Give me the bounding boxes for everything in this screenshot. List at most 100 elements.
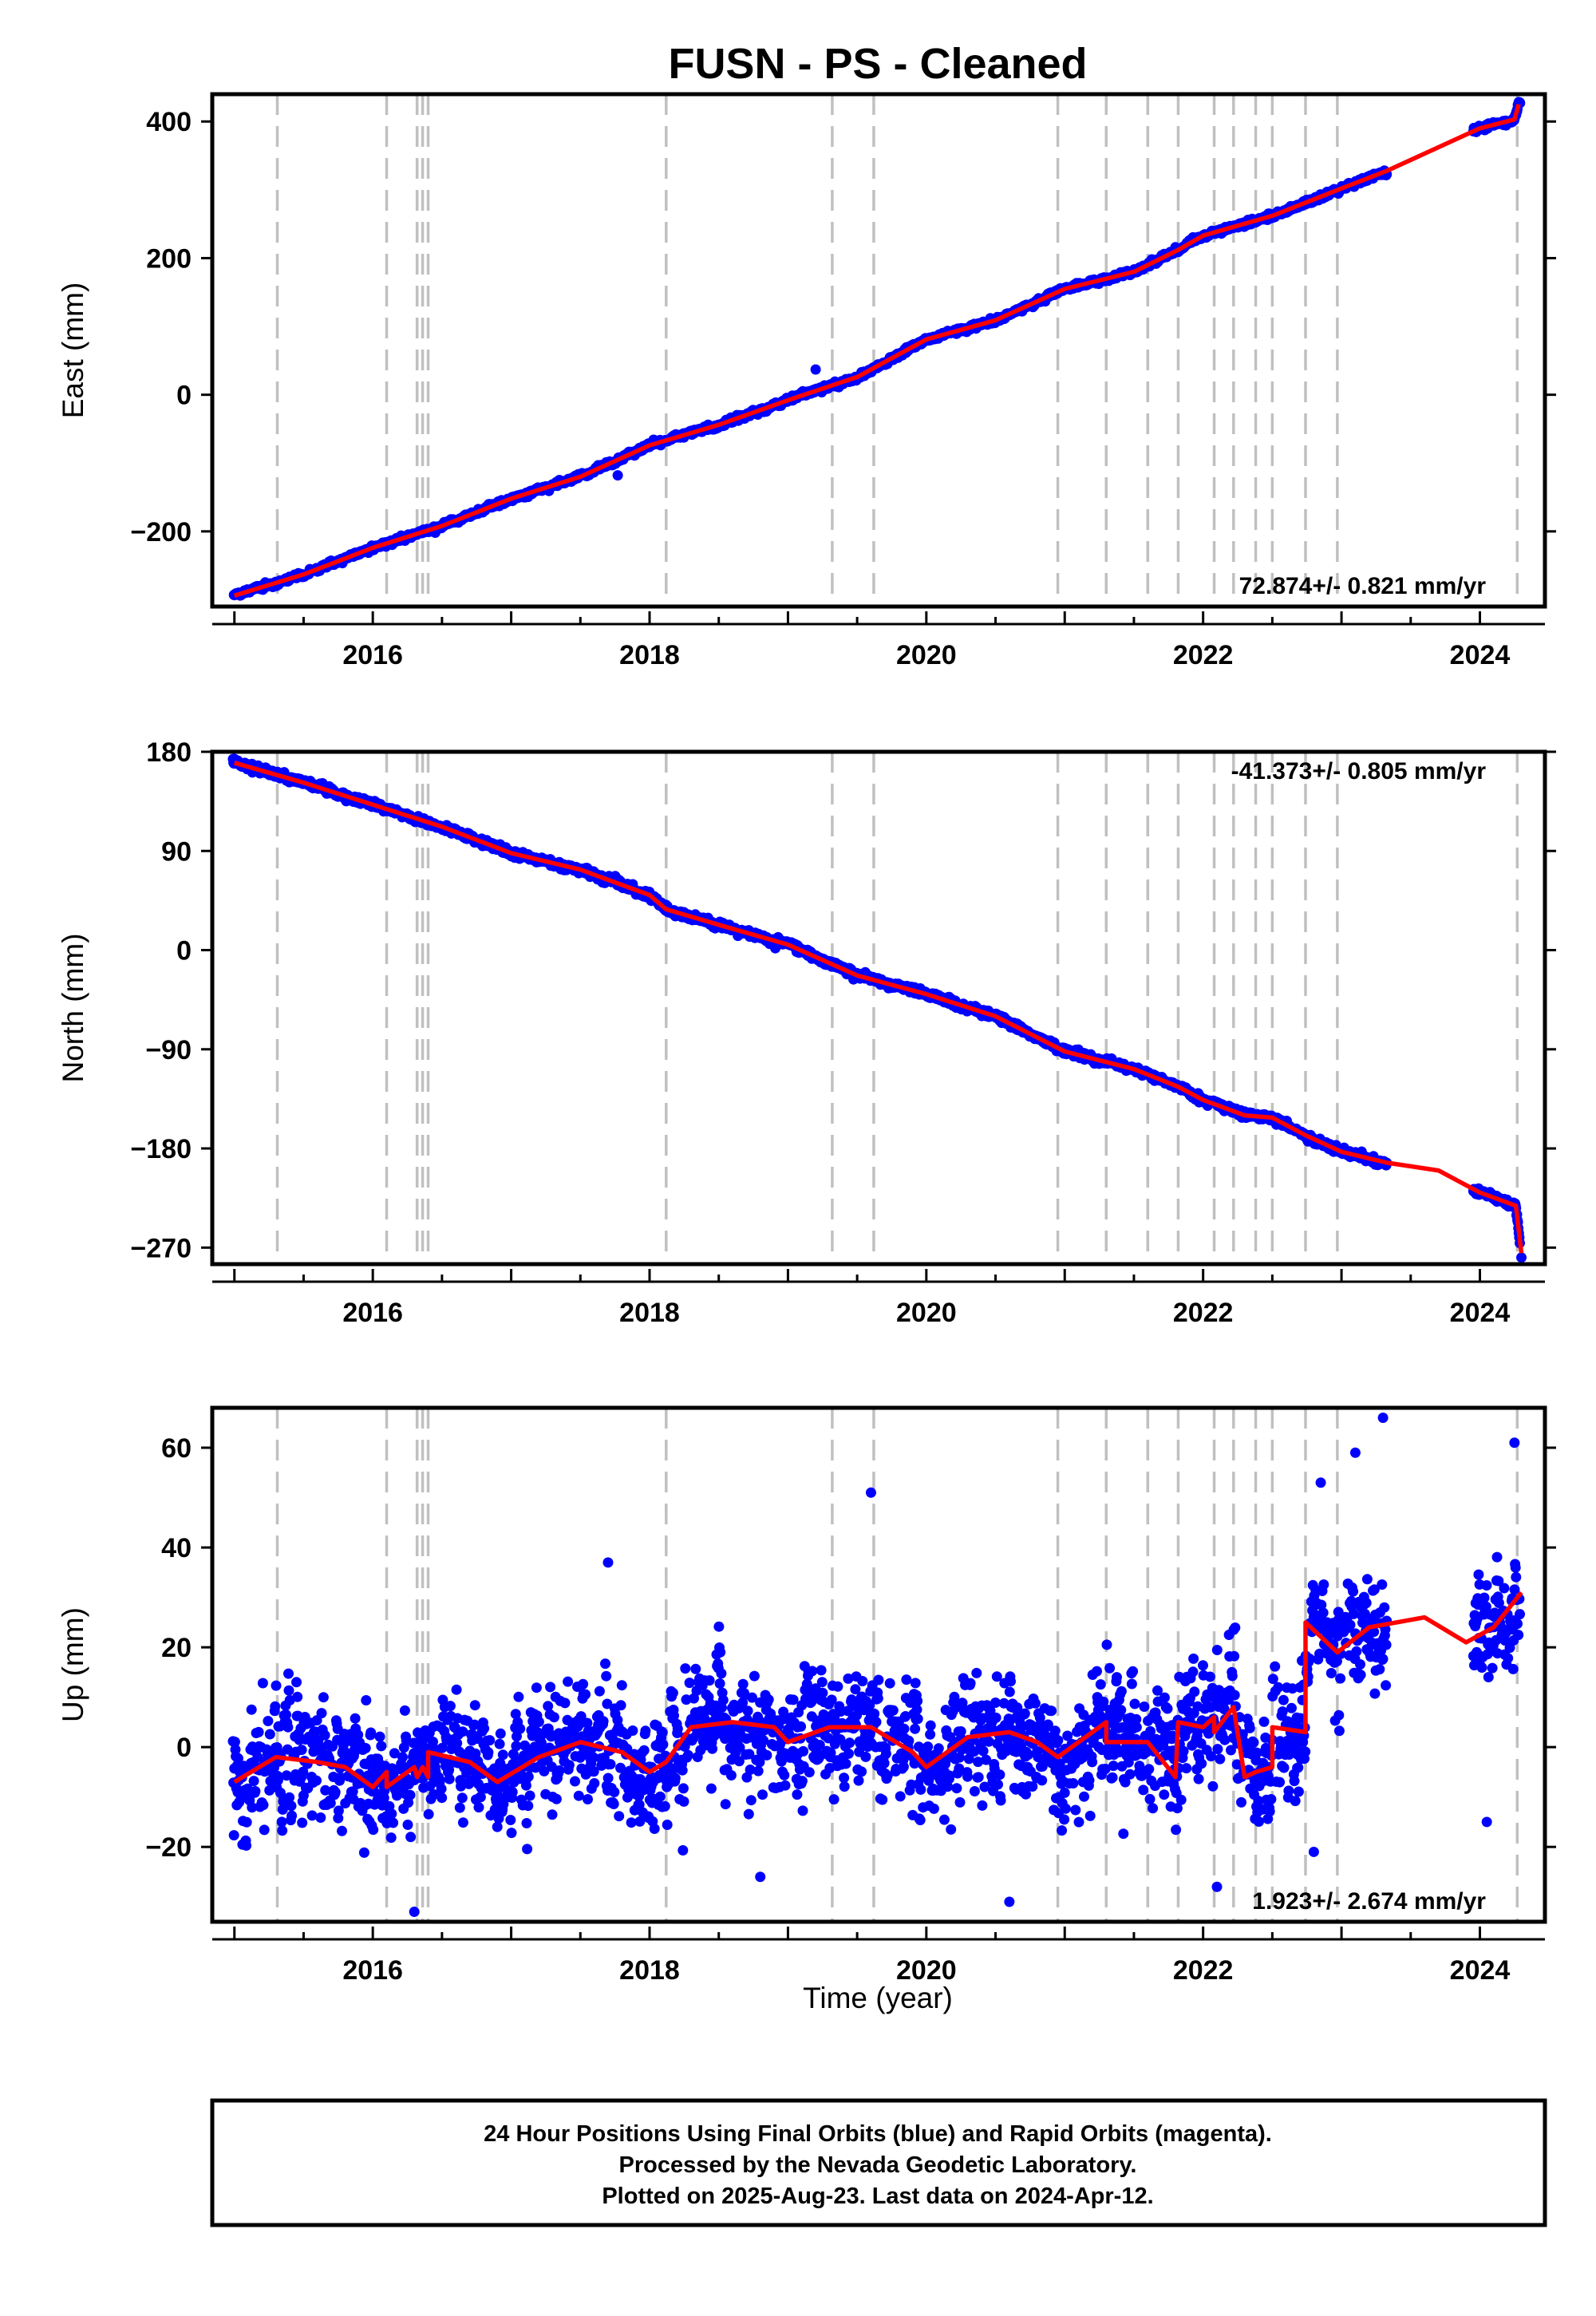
north-ytick-label: −90 xyxy=(145,1035,192,1065)
up-point xyxy=(246,1704,257,1715)
east-rate-label: 72.874+/- 0.821 mm/yr xyxy=(1239,573,1487,599)
up-point xyxy=(428,1737,438,1747)
up-point xyxy=(333,1812,344,1824)
up-point xyxy=(286,1810,298,1821)
up-point xyxy=(365,1727,377,1738)
up-point xyxy=(376,1741,387,1752)
east-ytick-label: −200 xyxy=(130,517,192,547)
up-point xyxy=(397,1752,408,1763)
up-point xyxy=(325,1797,336,1808)
up-point xyxy=(319,1729,330,1741)
up-point xyxy=(333,1805,344,1816)
east-xtick-label: 2016 xyxy=(342,640,403,670)
up-point xyxy=(350,1713,361,1724)
up-point xyxy=(399,1705,410,1716)
up-point xyxy=(252,1752,263,1763)
east-xtick-label: 2022 xyxy=(1173,640,1234,670)
up-point xyxy=(276,1816,287,1828)
up-point xyxy=(250,1786,261,1796)
up-point xyxy=(284,1792,295,1803)
up-point xyxy=(358,1847,369,1858)
east-panel: −200 0 200 400 2016 2018 2020 2022 2024 East (mm)… xyxy=(57,92,1556,670)
up-point xyxy=(337,1825,347,1836)
north-model-line xyxy=(233,761,1524,1254)
up-point xyxy=(277,1825,288,1836)
east-frame xyxy=(210,92,1547,609)
up-point xyxy=(311,1775,322,1786)
east-axis-title: East (mm) xyxy=(57,283,89,419)
up-point xyxy=(283,1685,294,1696)
up-point xyxy=(282,1721,294,1733)
up-point xyxy=(257,1678,268,1689)
east-outlier-point xyxy=(612,470,623,481)
north-frame xyxy=(210,749,1547,1267)
up-point xyxy=(429,1789,440,1800)
east-xtick-label: 2020 xyxy=(896,640,957,670)
up-point xyxy=(402,1820,413,1830)
up-point xyxy=(270,1701,281,1712)
up-point xyxy=(253,1726,264,1737)
up-point xyxy=(229,1737,240,1748)
north-ytick-label: −270 xyxy=(130,1233,192,1263)
up-point xyxy=(318,1692,329,1703)
figure-title: FUSN - PS - Cleaned xyxy=(668,40,1087,88)
up-point xyxy=(316,1708,327,1719)
up-point xyxy=(283,1668,294,1679)
up-point xyxy=(281,1709,291,1721)
up-point xyxy=(264,1729,275,1740)
up-point xyxy=(233,1753,243,1764)
up-point xyxy=(347,1786,358,1797)
east-ytick-label: 0 xyxy=(176,381,192,411)
up-point xyxy=(286,1800,297,1812)
up-point xyxy=(360,1743,371,1753)
up-point xyxy=(388,1817,399,1828)
up-point xyxy=(263,1716,274,1726)
north-axis-title: North (mm) xyxy=(57,933,89,1082)
up-point xyxy=(335,1772,346,1783)
north-ytick-label: 0 xyxy=(176,936,192,966)
up-point xyxy=(385,1832,397,1844)
up-point xyxy=(272,1775,283,1786)
up-point xyxy=(258,1800,269,1811)
east-model-line xyxy=(233,104,1521,598)
up-point xyxy=(247,1802,258,1813)
up-point xyxy=(389,1748,400,1759)
up-point xyxy=(315,1812,326,1823)
east-ytick-label: 200 xyxy=(146,243,192,274)
up-point xyxy=(361,1695,372,1705)
north-ytick-label: 90 xyxy=(161,836,192,867)
up-point xyxy=(378,1792,389,1804)
east-ytick-label: 400 xyxy=(146,107,192,137)
up-point xyxy=(296,1745,307,1756)
north-outlier-point xyxy=(1516,1252,1527,1263)
up-point xyxy=(405,1832,417,1843)
up-point xyxy=(291,1677,302,1688)
panels: −200 0 200 400 2016 2018 2020 2022 2024 East (mm)… xyxy=(57,92,1556,1986)
up-point xyxy=(271,1680,282,1691)
north-xtick-label: 2016 xyxy=(342,1298,403,1328)
up-point xyxy=(423,1808,434,1820)
north-xtick-label: 2022 xyxy=(1173,1298,1234,1328)
north-xtick-label: 2018 xyxy=(619,1298,680,1328)
up-point xyxy=(228,1830,239,1841)
east-xtick-label: 2024 xyxy=(1450,640,1511,670)
up-point xyxy=(248,1776,259,1787)
up-point xyxy=(281,1770,292,1781)
up-point xyxy=(386,1808,397,1820)
east-outlier-point xyxy=(810,364,821,375)
up-point xyxy=(353,1729,364,1741)
up-point xyxy=(241,1816,252,1828)
north-ytick-label: −180 xyxy=(130,1134,192,1164)
north-rate-label: -41.373+/- 0.805 mm/yr xyxy=(1231,758,1487,785)
up-point xyxy=(374,1731,385,1742)
up-point xyxy=(405,1789,416,1800)
up-point xyxy=(298,1766,309,1777)
up-point xyxy=(306,1810,318,1821)
east-xtick-label: 2018 xyxy=(619,640,680,670)
up-point xyxy=(241,1840,252,1851)
north-xtick-label: 2020 xyxy=(896,1298,957,1328)
up-point xyxy=(259,1824,270,1836)
